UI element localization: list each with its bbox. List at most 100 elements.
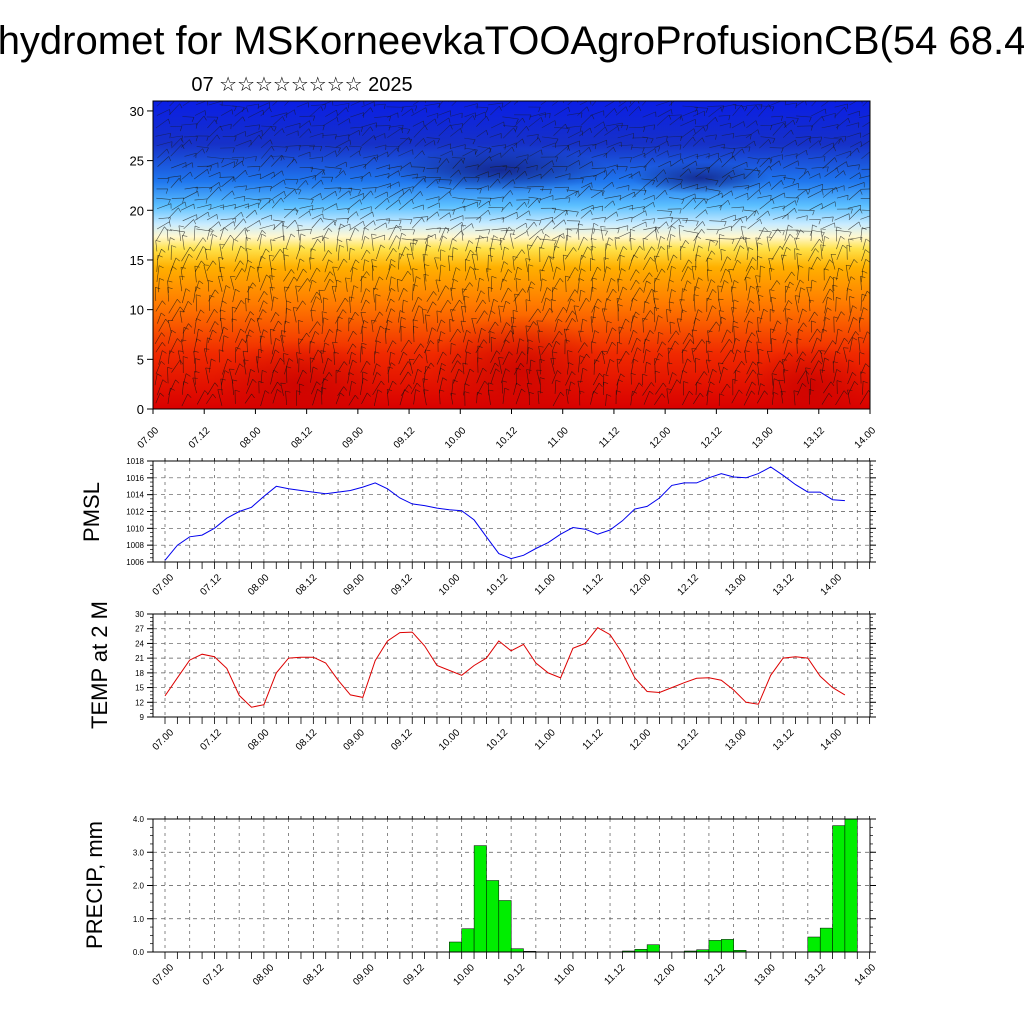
wind-barb [848,221,860,231]
wind-barb [667,362,669,376]
wind-barb [798,308,803,324]
wind-barb-flag [856,147,860,153]
wind-barb [514,267,518,280]
wind-barb-flag [666,177,669,183]
wind-barb-flag [834,157,838,163]
wind-barb-flag [554,120,557,126]
cold-core-1 [390,148,610,192]
profile-ytick-label: 5 [137,352,144,367]
wind-barb [487,102,503,106]
profile-xtick-label: 11.00 [546,425,571,450]
wind-barb [385,320,389,334]
wind-barb-flag [396,224,401,229]
wind-barb-flag [795,139,797,145]
wind-barb-flag [363,320,369,324]
wind-barb-flag [811,320,817,323]
wind-barb-flag [810,125,813,131]
wind-barb-flag [744,106,748,112]
wind-barb [335,134,350,138]
wind-barb [654,315,659,332]
wind-barb [743,209,757,212]
wind-barb-flag [710,239,715,243]
wind-barb-flag [396,147,400,153]
wind-barb-flag [478,200,482,206]
wind-barb-flag [293,276,298,281]
wind-barb [322,250,329,262]
wind-barb-flag [447,299,452,305]
wind-barb-flag [654,148,657,154]
wind-barb [516,126,527,138]
wind-barb [768,258,773,272]
wind-barb [808,140,820,149]
wind-barb [474,111,486,117]
wind-barb [731,237,747,240]
wind-barb [476,392,478,404]
wind-barb-flag [808,189,811,195]
wind-barb-flag [430,340,435,345]
wind-barb [426,179,437,189]
wind-barb [436,310,438,323]
wind-barb-flag [329,329,334,333]
pmsl-xtick-label: 07.00 [151,572,177,598]
wind-barb-flag [658,315,663,319]
wind-barb-flag [364,227,369,231]
wind-barb-flag [493,235,499,239]
wind-barb-flag [530,281,536,286]
wind-barb-flag [482,367,487,372]
wind-barb [234,245,242,262]
wind-barb-flag [859,208,863,214]
wind-barb [581,114,593,126]
profile-xtick-label: 12.00 [648,425,674,451]
wind-barb-flag [577,101,579,103]
wind-barb-flag [846,244,852,248]
wind-barb [337,190,350,200]
wind-barb [346,211,357,220]
wind-barb [411,296,419,312]
wind-barb [744,182,760,189]
wind-barb [359,271,367,282]
wind-barb [797,137,810,147]
wind-barb-flag [234,218,237,224]
wind-barb [810,116,823,128]
wind-barb [464,339,469,353]
wind-barb-flag [418,305,423,309]
wind-barb [361,101,375,108]
wind-barb-flag [336,279,342,283]
wind-barb [232,105,245,108]
wind-barb [692,318,696,332]
wind-barb [311,381,317,395]
wind-barb [707,257,709,271]
wind-barb [297,224,300,241]
wind-barb-flag [526,126,530,131]
wind-barb [666,309,668,323]
wind-barb [527,173,542,180]
wind-barb [218,257,221,272]
wind-barb [718,225,732,231]
temp-xtick-label: 13.00 [723,727,749,753]
wind-barb [593,228,608,232]
wind-barb-flag [805,189,809,195]
wind-barb [579,143,597,147]
wind-barb [858,114,870,119]
wind-barb-flag [345,107,349,113]
wind-barb [567,267,576,282]
wind-barb-flag [750,308,755,313]
wind-barb-flag [315,296,321,300]
wind-barb-flag [230,234,234,240]
wind-barb-flag [617,126,620,132]
wind-barb-flag [748,247,754,250]
wind-barb-flag [205,248,211,251]
wind-barb-flag [578,223,584,226]
wind-barb-flag [642,317,648,320]
wind-barb-flag [753,140,756,146]
wind-barb [374,197,388,210]
wind-barb-flag [617,341,623,345]
wind-barb [285,233,292,249]
wind-barb-flag [370,190,374,196]
wind-barb [693,309,699,324]
wind-barb [654,268,662,283]
wind-barb-flag [606,394,612,397]
wind-barb [244,318,252,334]
wind-barb-flag [310,309,316,312]
wind-barb [858,175,870,179]
